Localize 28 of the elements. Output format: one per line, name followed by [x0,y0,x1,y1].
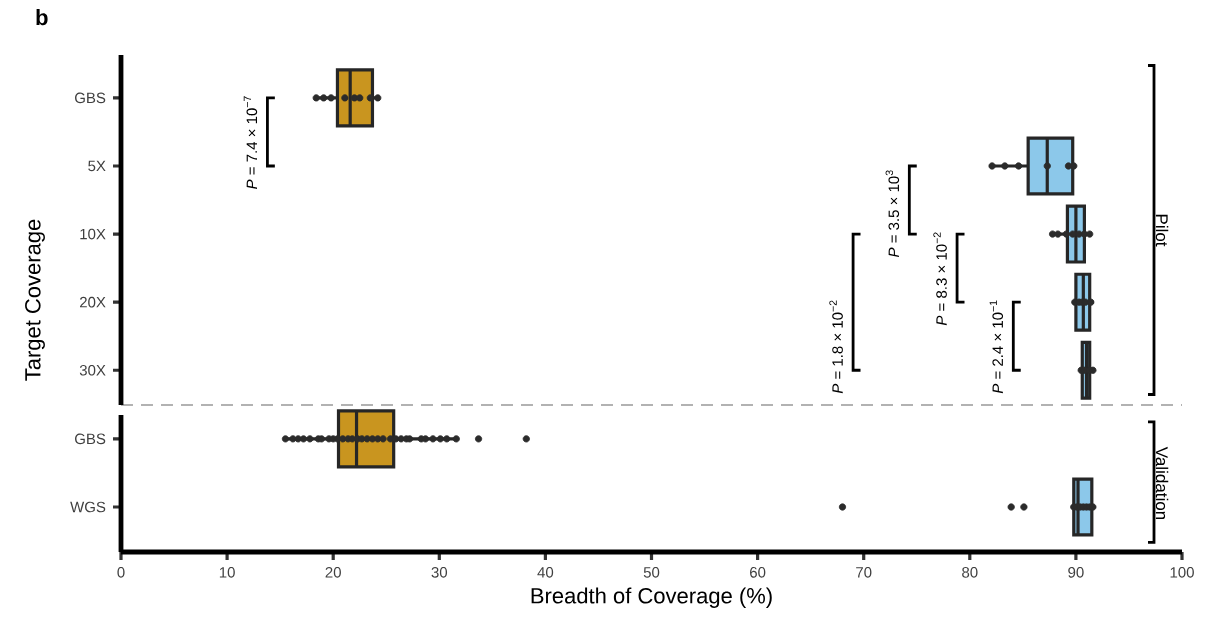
x-tick-label: 100 [1170,567,1194,578]
x-tick-label: 80 [962,567,978,578]
y-tick-label: GBS [75,92,106,104]
x-tick-label: 0 [117,567,125,578]
x-tick-label: 70 [856,567,872,578]
y-tick-label: WGS [70,501,106,513]
annotation: Validation [1155,446,1169,520]
annotation: Pilot [1155,214,1169,247]
x-axis-title: Breadth of Coverage (%) [531,587,772,608]
y-tick-label: 30X [79,364,106,376]
x-tick-label: 40 [537,567,554,578]
annotation: P = 3.5 × 10$^{3}$ [885,170,900,258]
x-tick-label: 30 [431,567,448,578]
text: b [36,9,48,26]
annotation: P = 7.4 × 10$^{−7}$ [243,96,258,189]
x-tick-label: 60 [750,567,766,578]
y-tick-label: 5X [88,160,106,172]
y-tick-label: 20X [80,296,106,308]
x-tick-label: 50 [643,567,660,578]
annotation: P = 1.8 × 10$^{−2}$ [829,300,843,394]
annotation: P = 8.3 × 10$^{−2}$ [933,232,947,326]
x-tick-label: 20 [325,567,341,578]
annotation: P = 2.4 × 10$^{−1}$ [989,300,1004,394]
y-axis-title: Target Coverage [25,219,45,381]
x-tick-label: 10 [219,567,235,578]
y-tick-label: 10X [80,228,106,240]
x-tick-label: 90 [1068,567,1084,578]
y-tick-label: GBS [75,433,106,445]
